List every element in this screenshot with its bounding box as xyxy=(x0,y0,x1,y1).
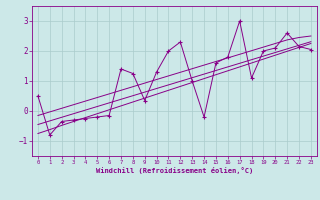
X-axis label: Windchill (Refroidissement éolien,°C): Windchill (Refroidissement éolien,°C) xyxy=(96,167,253,174)
